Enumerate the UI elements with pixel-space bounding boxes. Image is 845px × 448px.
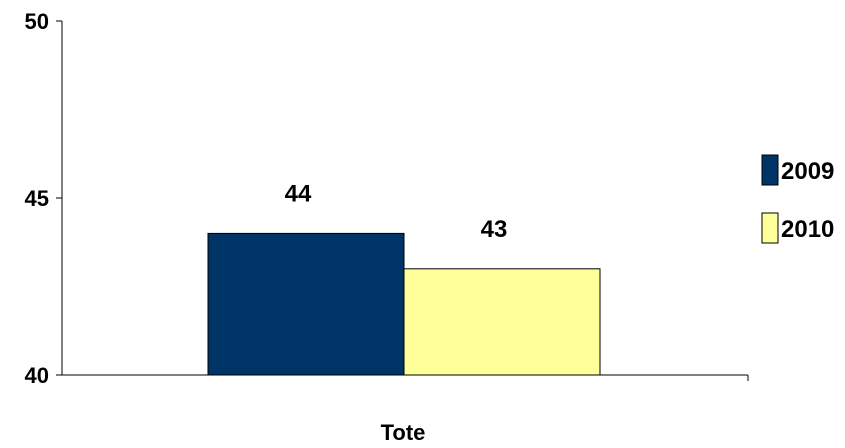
- legend-swatch-2009: [761, 154, 779, 186]
- legend-swatch-2010: [761, 212, 779, 244]
- x-tick-label: Tote: [381, 420, 426, 445]
- chart-axes: 40 45 50 Tote: [25, 9, 749, 445]
- chart-data-labels: 44 43: [285, 180, 508, 242]
- chart-legend: 2009 2010: [761, 154, 834, 244]
- legend-label-2010: 2010: [781, 216, 834, 243]
- y-tick-label: 40: [25, 363, 49, 388]
- y-tick-label: 45: [25, 186, 49, 211]
- data-label-2010: 43: [481, 216, 508, 243]
- legend-label-2009: 2009: [781, 158, 834, 185]
- bar-2009: [207, 232, 405, 376]
- y-tick-label: 50: [25, 9, 49, 34]
- data-label-2009: 44: [285, 180, 312, 207]
- bar-2010: [403, 268, 601, 376]
- chart-bars: [207, 232, 601, 376]
